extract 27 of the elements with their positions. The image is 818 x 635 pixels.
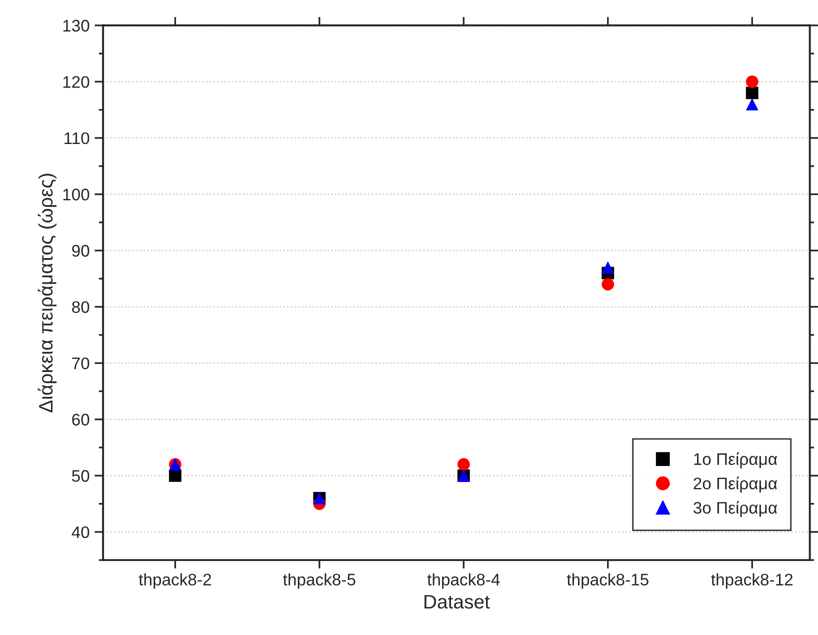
y-tick-label: 60: [72, 414, 90, 426]
point: [168, 469, 182, 482]
y-tick-label: 80: [72, 301, 90, 314]
x-tick-label: thpack8-5: [283, 573, 356, 589]
y-tick-label: 100: [63, 188, 90, 200]
point: [457, 458, 470, 471]
legend-label: 2ο Πείραμα: [694, 476, 778, 493]
x-tick-label: thpack8-2: [138, 573, 211, 589]
y-tick-label: 50: [72, 470, 90, 482]
y-tick-label: 120: [63, 76, 90, 88]
point: [746, 98, 758, 110]
point: [746, 75, 758, 88]
x-tick-label: thpack8-12: [711, 573, 793, 589]
y-tick-label: 40: [72, 526, 90, 538]
point: [746, 86, 758, 100]
point: [602, 278, 614, 291]
y-tick-label: 70: [72, 357, 90, 370]
point: [602, 261, 614, 274]
y-tick-label: 90: [72, 244, 90, 257]
x-tick-label: thpack8-15: [566, 573, 648, 589]
legend-label: 1ο Πείραμα: [694, 452, 778, 468]
y-tick-label: 110: [64, 132, 90, 144]
x-tick-label: thpack8-4: [427, 573, 500, 589]
x-axis-title: Dataset: [424, 595, 490, 609]
legend-label: 3ο Πείραμα: [693, 501, 778, 518]
y-tick-label: 130: [63, 20, 90, 32]
y-axis-title: Διάρκεια πειράματος (ώρες): [38, 174, 57, 412]
